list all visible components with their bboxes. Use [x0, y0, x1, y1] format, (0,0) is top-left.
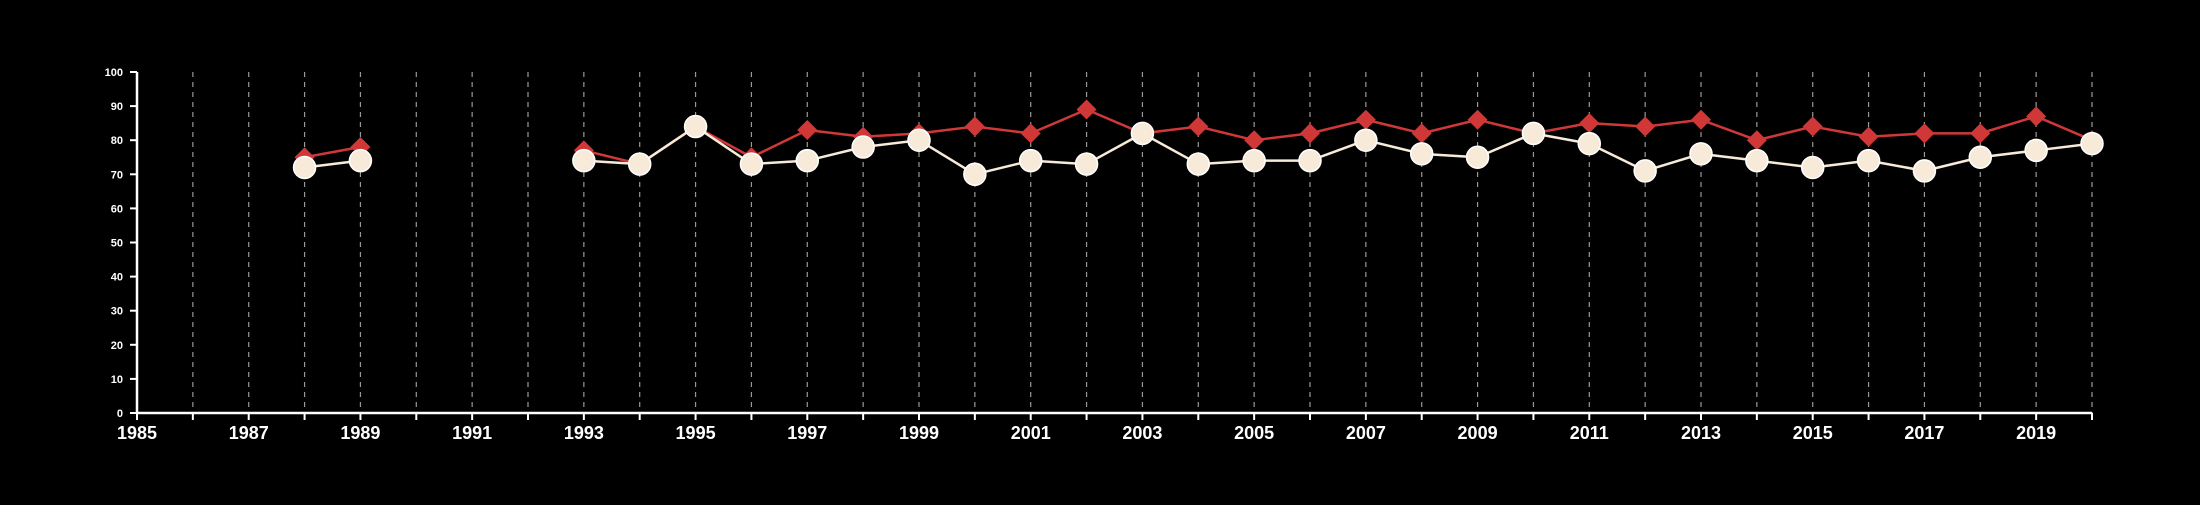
axes — [135, 72, 2092, 415]
data-point — [1409, 142, 1434, 166]
data-point — [1130, 121, 1155, 146]
data-point — [739, 152, 764, 176]
data-point — [1020, 123, 1041, 144]
data-point — [1076, 99, 1097, 120]
data-point — [572, 148, 596, 173]
data-point — [1411, 123, 1432, 144]
x-tick-label: 1989 — [340, 423, 380, 443]
data-point — [795, 148, 820, 173]
series — [292, 99, 2104, 187]
y-tick-label: 70 — [111, 169, 123, 181]
data-point — [1746, 130, 1767, 151]
data-point — [1244, 130, 1265, 151]
x-tick-label: 2005 — [1234, 423, 1274, 443]
data-point — [1633, 159, 1657, 183]
data-point — [348, 148, 373, 173]
x-axis-ticks: 1985 1987 1989 1991 1993 1995 1997 1999 2001 2003… — [117, 413, 2093, 443]
data-point — [2026, 106, 2047, 127]
data-point — [1465, 145, 1490, 169]
y-tick-label: 0 — [117, 408, 123, 420]
data-point — [1577, 131, 1602, 156]
data-point — [1912, 159, 1937, 183]
x-tick-label: 2015 — [1793, 423, 1833, 443]
x-tick-label: 1999 — [899, 423, 939, 443]
data-point — [1635, 116, 1656, 137]
data-point — [1856, 148, 1881, 173]
data-point — [851, 135, 875, 159]
data-point — [1188, 116, 1209, 137]
data-point — [963, 162, 987, 187]
y-tick-label: 60 — [111, 203, 123, 215]
x-tick-label: 1997 — [787, 423, 827, 443]
y-tick-label: 10 — [111, 374, 123, 386]
data-point — [2080, 131, 2104, 156]
data-point — [1914, 123, 1935, 144]
y-axis-ticks: 0 10 20 30 40 50 60 70 80 90 100 — [105, 67, 137, 420]
y-tick-label: 20 — [111, 340, 123, 352]
data-point — [1968, 145, 1993, 169]
data-point — [683, 114, 708, 139]
y-tick-label: 30 — [111, 306, 123, 318]
data-point — [1186, 152, 1211, 176]
data-point — [1298, 148, 1322, 173]
data-point — [2024, 138, 2048, 163]
y-tick-label: 90 — [111, 101, 123, 113]
data-point — [1467, 109, 1488, 130]
data-point — [1970, 123, 1991, 144]
series-line — [583, 108, 2093, 166]
x-tick-label: 2013 — [1681, 423, 1721, 443]
x-tick-label: 1991 — [452, 423, 492, 443]
data-point — [1689, 142, 1713, 166]
x-tick-label: 1993 — [564, 423, 604, 443]
data-point — [1745, 148, 1769, 173]
data-point — [1691, 109, 1711, 130]
y-tick-label: 40 — [111, 272, 123, 284]
data-point — [1355, 109, 1376, 130]
x-tick-label: 2001 — [1011, 423, 1051, 443]
y-tick-label: 100 — [105, 67, 123, 79]
data-point — [797, 119, 818, 140]
x-tick-label: 2003 — [1122, 423, 1162, 443]
x-tick-label: 2011 — [1570, 423, 1609, 443]
x-tick-label: 1995 — [676, 423, 716, 443]
data-point — [1858, 126, 1879, 147]
data-point — [1074, 152, 1099, 176]
data-point — [1579, 113, 1600, 134]
data-point — [1242, 148, 1266, 173]
data-point — [292, 155, 317, 180]
data-point — [627, 152, 652, 176]
gridlines — [192, 72, 2093, 413]
series-line — [304, 145, 361, 159]
x-tick-label: 2019 — [2016, 423, 2056, 443]
y-tick-label: 50 — [111, 238, 123, 250]
series-circle — [292, 114, 2104, 187]
data-point — [907, 128, 931, 152]
x-tick-label: 1987 — [229, 423, 269, 443]
y-tick-label: 80 — [111, 135, 123, 147]
x-tick-label: 2017 — [1904, 423, 1944, 443]
data-point — [964, 116, 985, 137]
data-point — [1802, 116, 1823, 137]
data-point — [1354, 128, 1378, 152]
series-line — [583, 125, 2093, 176]
x-tick-label: 1985 — [117, 423, 157, 443]
data-point — [1800, 155, 1825, 180]
x-tick-label: 2007 — [1346, 423, 1386, 443]
data-point — [1300, 123, 1320, 144]
x-tick-label: 2009 — [1458, 423, 1498, 443]
data-point — [1521, 121, 1546, 146]
data-point — [1018, 148, 1043, 173]
